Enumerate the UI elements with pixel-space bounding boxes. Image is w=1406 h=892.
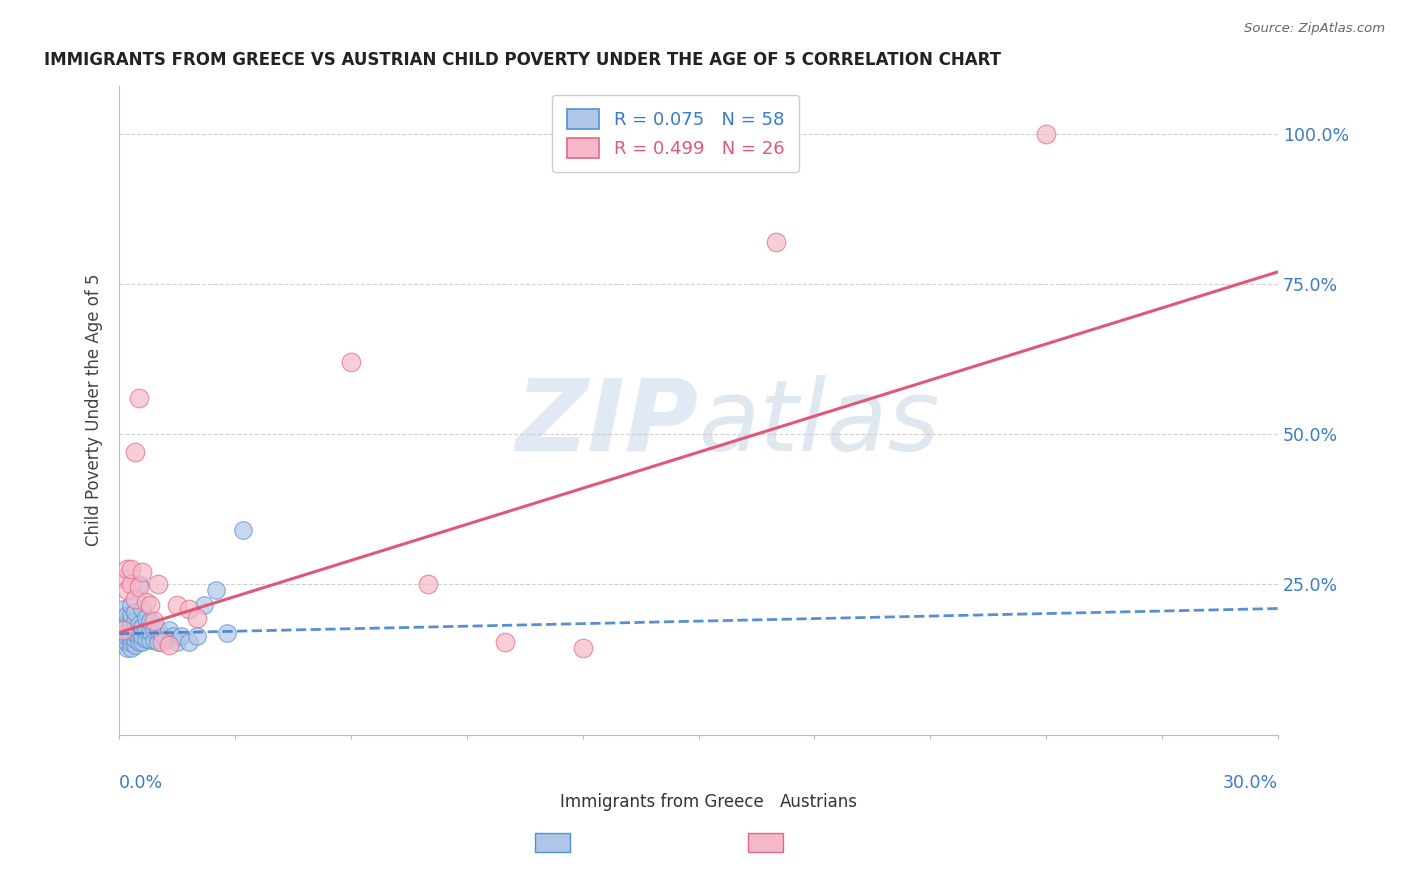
Point <box>139 599 162 613</box>
Point <box>115 583 138 598</box>
Point <box>139 624 162 639</box>
Point <box>571 640 593 655</box>
Point <box>124 445 146 459</box>
Point <box>112 616 135 631</box>
Point <box>131 601 153 615</box>
Text: Source: ZipAtlas.com: Source: ZipAtlas.com <box>1244 22 1385 36</box>
Point <box>128 623 150 637</box>
Point <box>112 571 135 585</box>
Point <box>159 623 181 637</box>
Point <box>193 599 215 613</box>
Text: 0.0%: 0.0% <box>120 773 163 792</box>
Point <box>186 610 208 624</box>
Point <box>340 355 363 369</box>
Point <box>204 583 226 598</box>
Text: 30.0%: 30.0% <box>1223 773 1278 792</box>
Point <box>124 638 146 652</box>
Point <box>131 634 153 648</box>
Point <box>112 623 135 637</box>
Point <box>112 610 135 624</box>
Point <box>128 629 150 643</box>
Point <box>146 623 169 637</box>
Point <box>112 632 135 646</box>
Point <box>418 577 440 591</box>
Point <box>115 634 138 648</box>
Point <box>120 619 142 633</box>
Point <box>120 562 142 576</box>
Point <box>128 616 150 631</box>
Point <box>120 599 142 613</box>
Point <box>120 625 142 640</box>
Point <box>115 629 138 643</box>
Point <box>124 614 146 628</box>
Legend: R = 0.075   N = 58, R = 0.499   N = 26: R = 0.075 N = 58, R = 0.499 N = 26 <box>553 95 799 172</box>
Point <box>166 599 188 613</box>
Point <box>124 625 146 640</box>
Text: Austrians: Austrians <box>780 793 858 811</box>
Point <box>128 634 150 648</box>
Y-axis label: Child Poverty Under the Age of 5: Child Poverty Under the Age of 5 <box>86 274 103 547</box>
Point <box>108 625 131 640</box>
Point <box>131 629 153 643</box>
Point <box>128 581 150 595</box>
Point <box>146 577 169 591</box>
Point <box>128 391 150 405</box>
Point <box>765 235 787 249</box>
Point <box>124 632 146 646</box>
Point <box>131 619 153 633</box>
Point <box>115 562 138 576</box>
Point <box>139 632 162 647</box>
Point <box>120 577 142 591</box>
Point <box>166 634 188 648</box>
Point <box>139 614 162 628</box>
Point <box>495 634 517 648</box>
Point <box>186 629 208 643</box>
Point <box>115 640 138 655</box>
Point <box>120 631 142 645</box>
Point <box>1035 127 1057 141</box>
Point <box>128 577 150 591</box>
Point <box>143 623 166 637</box>
Point <box>135 632 157 646</box>
Point <box>135 595 157 609</box>
Point <box>217 625 239 640</box>
Point <box>159 638 181 652</box>
Point <box>135 623 157 637</box>
Point <box>131 566 153 580</box>
Point <box>146 634 169 648</box>
Point <box>112 601 135 615</box>
Point <box>115 623 138 637</box>
Point <box>232 524 254 538</box>
Text: atlas: atlas <box>699 375 941 472</box>
Point <box>115 616 138 631</box>
Point <box>115 607 138 622</box>
Point <box>108 634 131 648</box>
Point <box>120 614 142 628</box>
Point <box>155 632 177 646</box>
Point <box>124 592 146 607</box>
Text: IMMIGRANTS FROM GREECE VS AUSTRIAN CHILD POVERTY UNDER THE AGE OF 5 CORRELATION : IMMIGRANTS FROM GREECE VS AUSTRIAN CHILD… <box>44 51 1001 69</box>
Point <box>150 629 173 643</box>
Point <box>177 601 200 615</box>
Point <box>162 629 184 643</box>
Point <box>143 614 166 628</box>
Point <box>112 623 135 637</box>
Point <box>120 607 142 622</box>
Point <box>170 629 193 643</box>
Point <box>124 619 146 633</box>
Point <box>124 605 146 619</box>
Point <box>143 632 166 647</box>
Text: ZIP: ZIP <box>516 375 699 472</box>
Text: Immigrants from Greece: Immigrants from Greece <box>560 793 763 811</box>
Point <box>177 634 200 648</box>
Point <box>135 610 157 624</box>
Point <box>120 640 142 655</box>
Point <box>150 634 173 648</box>
Point <box>120 634 142 648</box>
